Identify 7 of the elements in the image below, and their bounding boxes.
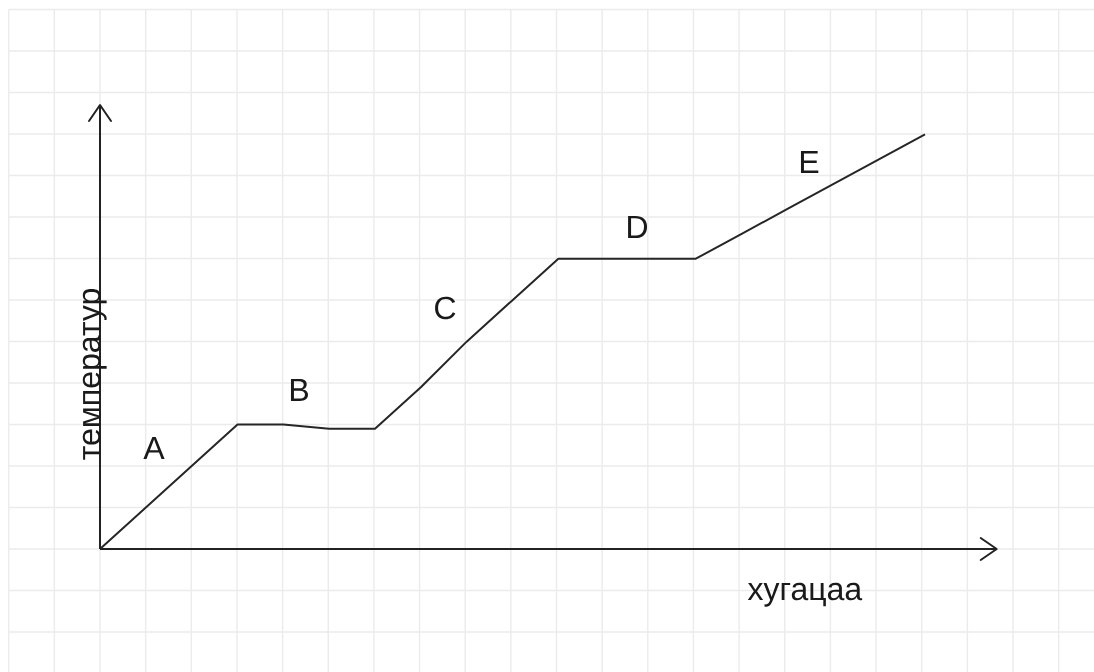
annotation: C [435,296,456,320]
x-axis-title: хугацаа [747,582,863,607]
annotation: E [800,150,819,173]
annotation: A [143,436,165,459]
y-axis-title: температур [82,289,107,460]
annotation: B [290,378,308,401]
annotation: D [628,215,648,238]
